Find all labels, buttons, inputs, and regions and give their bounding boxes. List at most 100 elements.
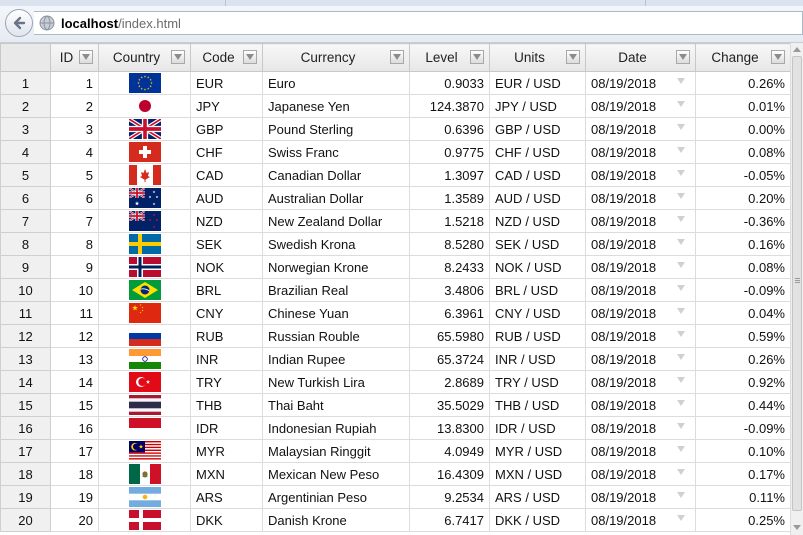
currency-cell[interactable]: Brazilian Real bbox=[263, 279, 410, 302]
date-dropdown-icon[interactable] bbox=[677, 193, 685, 199]
currency-cell[interactable]: New Turkish Lira bbox=[263, 371, 410, 394]
currency-cell[interactable]: Mexican New Peso bbox=[263, 463, 410, 486]
id-cell[interactable]: 12 bbox=[51, 325, 99, 348]
id-cell[interactable]: 13 bbox=[51, 348, 99, 371]
units-cell[interactable]: RUB / USD bbox=[490, 325, 586, 348]
level-cell[interactable]: 0.9775 bbox=[410, 141, 490, 164]
change-cell[interactable]: 0.10% bbox=[696, 440, 791, 463]
change-cell[interactable]: 0.26% bbox=[696, 348, 791, 371]
date-cell[interactable]: 08/19/2018 bbox=[586, 118, 696, 141]
date-dropdown-icon[interactable] bbox=[677, 124, 685, 130]
date-dropdown-icon[interactable] bbox=[677, 492, 685, 498]
code-cell[interactable]: IDR bbox=[191, 417, 263, 440]
level-cell[interactable]: 6.3961 bbox=[410, 302, 490, 325]
currency-cell[interactable]: Canadian Dollar bbox=[263, 164, 410, 187]
id-cell[interactable]: 4 bbox=[51, 141, 99, 164]
table-row[interactable]: 5 5 CAD Canadian Dollar 1.3097 CAD / USD 08/19… bbox=[1, 164, 791, 187]
table-row[interactable]: 20 20 DKK Danish Krone 6.7417 DKK / USD 08/19/… bbox=[1, 509, 791, 532]
country-cell[interactable] bbox=[99, 95, 191, 118]
date-dropdown-icon[interactable] bbox=[677, 515, 685, 521]
currency-cell[interactable]: Swiss Franc bbox=[263, 141, 410, 164]
date-cell[interactable]: 08/19/2018 bbox=[586, 141, 696, 164]
filter-button[interactable] bbox=[243, 50, 257, 64]
table-row[interactable]: 12 12 RUB Russian Rouble 65.5980 RUB / USD 08/… bbox=[1, 325, 791, 348]
country-cell[interactable] bbox=[99, 210, 191, 233]
code-cell[interactable]: MXN bbox=[191, 463, 263, 486]
table-row[interactable]: 4 4 CHF Swiss Franc 0.9775 CHF / USD 08/19/201… bbox=[1, 141, 791, 164]
table-row[interactable]: 8 8 SEK Swedish Krona 8.5280 SEK / USD 08/19/2… bbox=[1, 233, 791, 256]
units-cell[interactable]: NZD / USD bbox=[490, 210, 586, 233]
column-header-units[interactable]: Units bbox=[490, 44, 586, 72]
country-cell[interactable] bbox=[99, 348, 191, 371]
currency-cell[interactable]: Australian Dollar bbox=[263, 187, 410, 210]
date-cell[interactable]: 08/19/2018 bbox=[586, 325, 696, 348]
date-dropdown-icon[interactable] bbox=[677, 308, 685, 314]
code-cell[interactable]: CAD bbox=[191, 164, 263, 187]
table-row[interactable]: 16 16 IDR Indonesian Rupiah 13.8300 IDR / USD… bbox=[1, 417, 791, 440]
currency-cell[interactable]: Norwegian Krone bbox=[263, 256, 410, 279]
column-header-country[interactable]: Country bbox=[99, 44, 191, 72]
date-dropdown-icon[interactable] bbox=[677, 446, 685, 452]
level-cell[interactable]: 6.7417 bbox=[410, 509, 490, 532]
units-cell[interactable]: NOK / USD bbox=[490, 256, 586, 279]
id-cell[interactable]: 14 bbox=[51, 371, 99, 394]
level-cell[interactable]: 0.6396 bbox=[410, 118, 490, 141]
column-header-level[interactable]: Level bbox=[410, 44, 490, 72]
table-row[interactable]: 7 7 NZD New Zealand Dollar 1.5218 NZD / USD 08… bbox=[1, 210, 791, 233]
level-cell[interactable]: 9.2534 bbox=[410, 486, 490, 509]
id-cell[interactable]: 18 bbox=[51, 463, 99, 486]
change-cell[interactable]: 0.00% bbox=[696, 118, 791, 141]
country-cell[interactable] bbox=[99, 486, 191, 509]
table-row[interactable]: 11 11 CNY Chinese Yuan 6.3961 CNY / USD 08/19/… bbox=[1, 302, 791, 325]
filter-button[interactable] bbox=[171, 50, 185, 64]
level-cell[interactable]: 0.9033 bbox=[410, 72, 490, 95]
country-cell[interactable] bbox=[99, 371, 191, 394]
code-cell[interactable]: MYR bbox=[191, 440, 263, 463]
date-cell[interactable]: 08/19/2018 bbox=[586, 72, 696, 95]
currency-cell[interactable]: Japanese Yen bbox=[263, 95, 410, 118]
url-input[interactable]: localhost/index.html bbox=[34, 11, 803, 35]
units-cell[interactable]: CNY / USD bbox=[490, 302, 586, 325]
code-cell[interactable]: CHF bbox=[191, 141, 263, 164]
id-cell[interactable]: 8 bbox=[51, 233, 99, 256]
code-cell[interactable]: NZD bbox=[191, 210, 263, 233]
change-cell[interactable]: 0.16% bbox=[696, 233, 791, 256]
date-cell[interactable]: 08/19/2018 bbox=[586, 440, 696, 463]
units-cell[interactable]: DKK / USD bbox=[490, 509, 586, 532]
table-row[interactable]: 10 10 BRL Brazilian Real 3.4806 BRL / USD 08/1… bbox=[1, 279, 791, 302]
units-cell[interactable]: MXN / USD bbox=[490, 463, 586, 486]
date-cell[interactable]: 08/19/2018 bbox=[586, 348, 696, 371]
id-cell[interactable]: 16 bbox=[51, 417, 99, 440]
date-dropdown-icon[interactable] bbox=[677, 285, 685, 291]
date-cell[interactable]: 08/19/2018 bbox=[586, 371, 696, 394]
level-cell[interactable]: 13.8300 bbox=[410, 417, 490, 440]
code-cell[interactable]: RUB bbox=[191, 325, 263, 348]
code-cell[interactable]: ARS bbox=[191, 486, 263, 509]
back-button[interactable] bbox=[5, 9, 33, 37]
column-header-date[interactable]: Date bbox=[586, 44, 696, 72]
code-cell[interactable]: TRY bbox=[191, 371, 263, 394]
country-cell[interactable] bbox=[99, 279, 191, 302]
code-cell[interactable]: CNY bbox=[191, 302, 263, 325]
country-cell[interactable] bbox=[99, 256, 191, 279]
date-cell[interactable]: 08/19/2018 bbox=[586, 394, 696, 417]
date-dropdown-icon[interactable] bbox=[677, 400, 685, 406]
country-cell[interactable] bbox=[99, 440, 191, 463]
change-cell[interactable]: 0.25% bbox=[696, 509, 791, 532]
id-cell[interactable]: 3 bbox=[51, 118, 99, 141]
column-header-change[interactable]: Change bbox=[696, 44, 791, 72]
id-cell[interactable]: 1 bbox=[51, 72, 99, 95]
change-cell[interactable]: 0.04% bbox=[696, 302, 791, 325]
currency-cell[interactable]: Argentinian Peso bbox=[263, 486, 410, 509]
level-cell[interactable]: 3.4806 bbox=[410, 279, 490, 302]
level-cell[interactable]: 8.2433 bbox=[410, 256, 490, 279]
date-cell[interactable]: 08/19/2018 bbox=[586, 486, 696, 509]
level-cell[interactable]: 1.3589 bbox=[410, 187, 490, 210]
date-cell[interactable]: 08/19/2018 bbox=[586, 302, 696, 325]
filter-button[interactable] bbox=[390, 50, 404, 64]
units-cell[interactable]: CAD / USD bbox=[490, 164, 586, 187]
currency-cell[interactable]: Indian Rupee bbox=[263, 348, 410, 371]
column-header-id[interactable]: ID bbox=[51, 44, 99, 72]
code-cell[interactable]: NOK bbox=[191, 256, 263, 279]
change-cell[interactable]: 0.01% bbox=[696, 95, 791, 118]
